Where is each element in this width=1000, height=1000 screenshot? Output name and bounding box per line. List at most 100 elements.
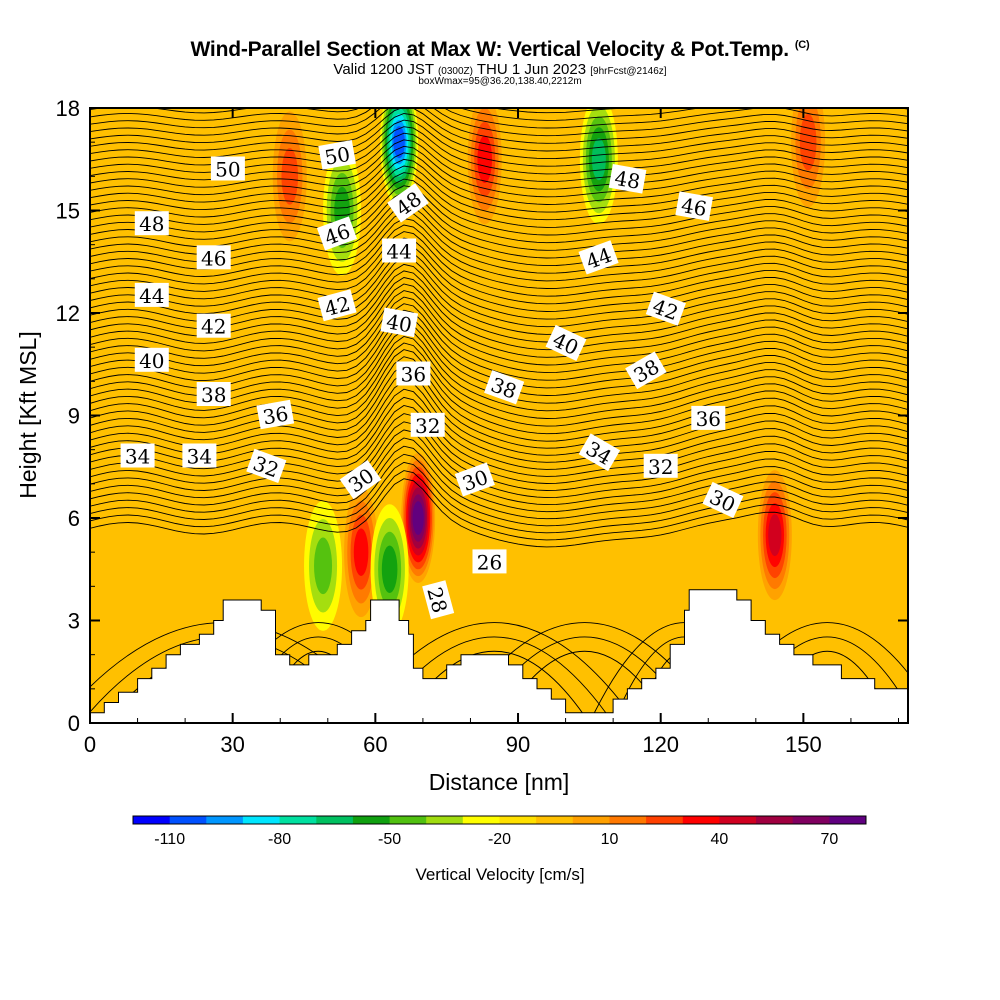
isentrope-line-1 — [90, 470, 908, 541]
isentrope-line-45 — [90, 158, 908, 213]
contour-label-text: 36 — [696, 407, 721, 431]
isentrope-line-10 — [90, 396, 908, 477]
contour-label-text: 40 — [139, 349, 164, 373]
y-tick-label-5: 15 — [56, 199, 80, 224]
colorbar-swatch-4 — [279, 816, 317, 824]
contour-label-text: 44 — [139, 284, 164, 308]
updraft-cell-0 — [401, 453, 436, 583]
isentrope-line-0 — [90, 478, 908, 548]
valid-time-utc: (0300Z) — [437, 66, 473, 77]
isentrope-line-52 — [90, 113, 908, 160]
contour-label-text: 48 — [613, 166, 642, 194]
contour-label-7: 46 — [675, 191, 713, 221]
colorbar-swatch-18 — [792, 816, 830, 824]
isentrope-line-13 — [90, 372, 908, 456]
contour-label-17: 38 — [196, 382, 231, 407]
contour-label-20: 36 — [256, 399, 295, 430]
valid-time: Valid 1200 JST — [333, 61, 434, 78]
contour-label-4: 48 — [608, 164, 647, 194]
contour-label-14: 40 — [134, 347, 169, 373]
contour-label-text: 34 — [187, 445, 212, 469]
isentrope-line-46 — [90, 152, 908, 205]
isentrope-line-12 — [90, 380, 908, 463]
contour-label-23: 34 — [120, 443, 155, 469]
downdraft-cell-2 — [579, 108, 618, 225]
contour-label-text: 46 — [679, 193, 708, 221]
colorbar-swatch-14 — [646, 816, 684, 824]
contour-label-text: 46 — [201, 246, 226, 270]
isentrope-line-4 — [90, 445, 908, 520]
isentrope-line-24 — [90, 296, 908, 374]
downdraft-cell-4 — [304, 500, 343, 631]
colorbar-label: Vertical Velocity [cm/s] — [415, 865, 584, 884]
contour-label-8: 44 — [134, 282, 169, 308]
colorbar-swatch-6 — [352, 816, 390, 824]
contour-label-21: 36 — [396, 361, 431, 387]
isentrope-line-34 — [90, 231, 908, 297]
contour-label-28: 32 — [643, 453, 678, 479]
isentrope-line-11 — [90, 388, 908, 470]
y-tick-label-1: 3 — [68, 609, 80, 634]
contour-label-30: 30 — [454, 462, 495, 497]
contour-label-text: 32 — [415, 414, 440, 438]
isentrope-line-25 — [90, 290, 908, 366]
isentrope-line-43 — [90, 172, 908, 228]
forecast-info: [9hrFcst@2146z] — [590, 66, 667, 77]
y-tick-label-0: 0 — [68, 711, 80, 736]
x-axis-label: Distance [nm] — [429, 769, 570, 795]
colorbar-tick-label-4: 10 — [601, 831, 619, 848]
updraft-cell-2 — [344, 487, 379, 618]
contour-label-text: 36 — [401, 363, 426, 387]
contour-label-33: 26 — [472, 549, 507, 574]
contour-label-11: 42 — [196, 313, 231, 339]
isentrope-line-59 — [90, 68, 908, 106]
isentrope-line-26 — [90, 283, 908, 358]
contour-label-text: 44 — [386, 240, 411, 264]
isentrope-line-33 — [90, 237, 908, 305]
contour-label-15: 40 — [380, 307, 419, 337]
colorbar-swatch-0 — [133, 816, 171, 824]
contour-label-22: 36 — [691, 405, 726, 431]
colorbar-swatch-7 — [389, 816, 427, 824]
isentrope-lines — [90, 68, 908, 723]
title-text: Wind-Parallel Section at Max W: Vertical… — [190, 38, 790, 61]
colorbar-tick-label-1: -80 — [268, 831, 291, 848]
x-tick-label-4: 120 — [642, 732, 679, 757]
contour-label-text: 38 — [201, 383, 226, 407]
x-tick-label-2: 60 — [363, 732, 387, 757]
colorbar-swatch-3 — [242, 816, 280, 824]
isentrope-line-35 — [90, 224, 908, 289]
isentrope-line-9 — [90, 405, 908, 484]
contour-label-text: 34 — [125, 445, 150, 469]
isentrope-line-44 — [90, 165, 908, 221]
colorbar-tick-label-5: 40 — [711, 831, 729, 848]
chart-title: Wind-Parallel Section at Max W: Vertical… — [0, 38, 1000, 62]
colorbar-swatch-17 — [756, 816, 794, 824]
colorbar-swatch-8 — [426, 816, 464, 824]
isentrope-line-55 — [90, 108, 908, 137]
terrain-mask — [90, 589, 908, 723]
isentrope-line-56 — [90, 108, 908, 129]
updraft-cell-4 — [272, 111, 307, 242]
contour-label-2: 48 — [134, 211, 169, 236]
isentrope-line-41 — [90, 185, 908, 244]
isentrope-line-40 — [90, 191, 908, 251]
y-tick-label-6: 18 — [56, 96, 80, 121]
contour-label-text: 48 — [139, 212, 164, 236]
contour-label-1: 50 — [318, 140, 356, 170]
contour-label-text: 32 — [648, 455, 673, 479]
x-tick-label-3: 90 — [506, 732, 530, 757]
isentrope-line-54 — [90, 108, 908, 144]
isentrope-line-30 — [90, 257, 908, 328]
contour-label-text: 40 — [384, 309, 413, 337]
updraft-cell-1 — [757, 470, 792, 601]
isentrope-line-7 — [90, 421, 908, 499]
colorbar-swatch-2 — [206, 816, 244, 824]
colorbar-swatch-11 — [536, 816, 574, 824]
isentrope-line-3 — [90, 453, 908, 527]
contour-label-27: 32 — [410, 412, 445, 438]
y-tick-label-2: 6 — [68, 506, 80, 531]
